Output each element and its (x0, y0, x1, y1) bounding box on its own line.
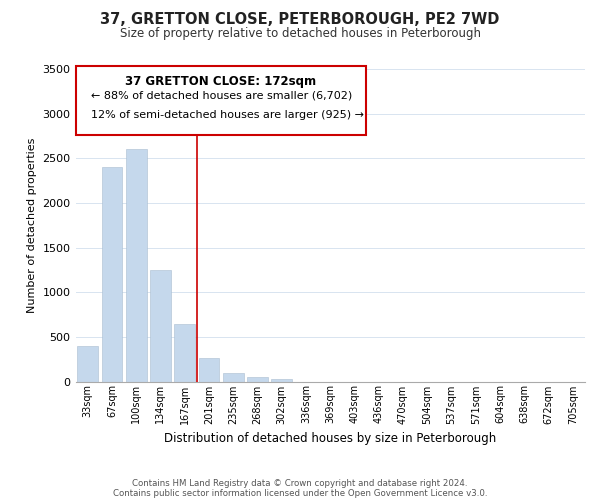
Bar (247, 376, 268, 382)
Text: 37 GRETTON CLOSE: 172sqm: 37 GRETTON CLOSE: 172sqm (125, 76, 316, 88)
Bar (175, 324, 195, 382)
X-axis label: Distribution of detached houses by size in Peterborough: Distribution of detached houses by size … (164, 432, 496, 445)
Bar (150, 270, 171, 382)
Y-axis label: Number of detached properties: Number of detached properties (27, 138, 37, 313)
FancyBboxPatch shape (76, 66, 366, 134)
Text: 12% of semi-detached houses are larger (925) →: 12% of semi-detached houses are larger (… (91, 110, 364, 120)
Bar (126, 150, 146, 382)
Bar (199, 358, 219, 382)
Bar (223, 372, 244, 382)
Text: 37, GRETTON CLOSE, PETERBOROUGH, PE2 7WD: 37, GRETTON CLOSE, PETERBOROUGH, PE2 7WD (100, 12, 500, 28)
Bar (77, 346, 98, 382)
Text: Size of property relative to detached houses in Peterborough: Size of property relative to detached ho… (119, 28, 481, 40)
Bar (271, 379, 292, 382)
Text: Contains HM Land Registry data © Crown copyright and database right 2024.: Contains HM Land Registry data © Crown c… (132, 478, 468, 488)
Bar (101, 167, 122, 382)
Text: Contains public sector information licensed under the Open Government Licence v3: Contains public sector information licen… (113, 488, 487, 498)
Text: ← 88% of detached houses are smaller (6,702): ← 88% of detached houses are smaller (6,… (91, 91, 352, 101)
